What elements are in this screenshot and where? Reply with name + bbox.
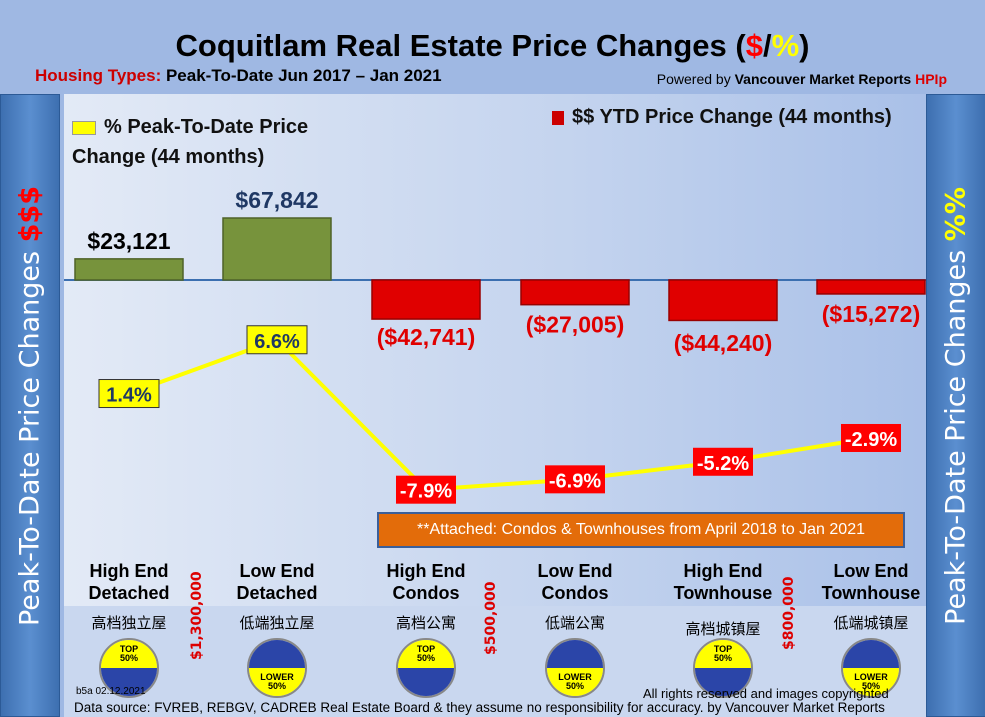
data-source: Data source: FVREB, REBGV, CADREB Real E… — [74, 700, 885, 715]
bar — [816, 279, 926, 295]
legend-line: % Peak-To-Date Price Change (44 months) — [72, 116, 309, 168]
badge-lower-50: LOWER 50% — [545, 638, 605, 698]
category-label: High End Townhouse — [673, 561, 773, 603]
pct-label: 6.6% — [246, 325, 308, 355]
svg-text:1.4%: 1.4% — [106, 385, 152, 407]
version-stamp: b5a 02.12.2021 — [76, 686, 146, 697]
svg-text:-6.9%: -6.9% — [549, 470, 601, 492]
chart-title: Coquitlam Real Estate Price Changes ($/%… — [175, 28, 810, 63]
pct-label: -5.2% — [693, 447, 753, 476]
category-label-zh: 低端城镇屋 — [833, 615, 909, 632]
bar-value-label: ($15,272) — [822, 301, 920, 327]
category-label: High End Condos — [386, 561, 466, 603]
powered-by: Powered by Vancouver Market Reports HPIp — [656, 71, 947, 87]
bar-value-label: ($42,741) — [377, 324, 475, 350]
legend-swatch-red — [552, 110, 564, 125]
bar — [74, 258, 184, 281]
category-panel — [64, 606, 926, 717]
category-label-zh: 高档城镇屋 — [685, 621, 761, 638]
bar — [371, 279, 481, 320]
badge-lower-50: LOWER 50% — [841, 638, 901, 698]
badge-top-50: TOP 50% — [396, 638, 456, 698]
svg-text:-2.9%: -2.9% — [845, 429, 897, 451]
category-label: Low End Detached — [236, 561, 318, 603]
bar-value-label: $67,842 — [235, 187, 318, 213]
category-label: High End Detached — [88, 561, 170, 603]
badge-top-50: TOP 50% — [693, 638, 753, 698]
price-tier-label: $500,000 — [483, 581, 499, 655]
bar-value-label: $23,121 — [87, 228, 170, 254]
right-axis-banner: Peak-To-Date Price Changes %% — [926, 94, 985, 717]
price-tier-label: $800,000 — [781, 576, 797, 650]
category-label: Low End Condos — [537, 561, 613, 603]
category-label-zh: 低端公寓 — [544, 615, 605, 632]
bar — [668, 279, 778, 322]
pct-label: -7.9% — [396, 475, 456, 504]
pct-label: 1.4% — [98, 379, 160, 409]
bar-value-label: ($27,005) — [526, 312, 624, 338]
subtitle: Housing Types: Peak-To-Date Jun 2017 – J… — [35, 66, 442, 85]
attached-note: **Attached: Condos & Townhouses from Apr… — [377, 512, 905, 548]
bar — [520, 279, 630, 306]
svg-text:6.6%: 6.6% — [254, 331, 300, 353]
category-label-zh: 高档公寓 — [395, 615, 456, 632]
svg-text:-5.2%: -5.2% — [697, 453, 749, 475]
badge-top-50: TOP 50% — [99, 638, 159, 698]
category-label-zh: 低端独立屋 — [239, 615, 315, 632]
legend-swatch-yellow — [72, 120, 96, 135]
svg-text:-7.9%: -7.9% — [400, 481, 452, 503]
pct-label: -6.9% — [545, 465, 605, 494]
legend-bar: $$ YTD Price Change (44 months) — [552, 106, 892, 129]
left-axis-banner: Peak-To-Date Price Changes $$$ — [0, 94, 60, 717]
price-tier-label: $1,300,000 — [189, 571, 205, 660]
pct-line — [128, 337, 872, 492]
badge-lower-50: LOWER 50% — [247, 638, 307, 698]
category-label-zh: 高档独立屋 — [91, 615, 167, 632]
bar-value-label: ($44,240) — [674, 330, 772, 356]
copyright: All rights reserved and images copyright… — [643, 686, 889, 701]
bar — [222, 217, 332, 281]
category-label: Low End Townhouse — [821, 561, 921, 603]
pct-label: -2.9% — [841, 423, 901, 452]
